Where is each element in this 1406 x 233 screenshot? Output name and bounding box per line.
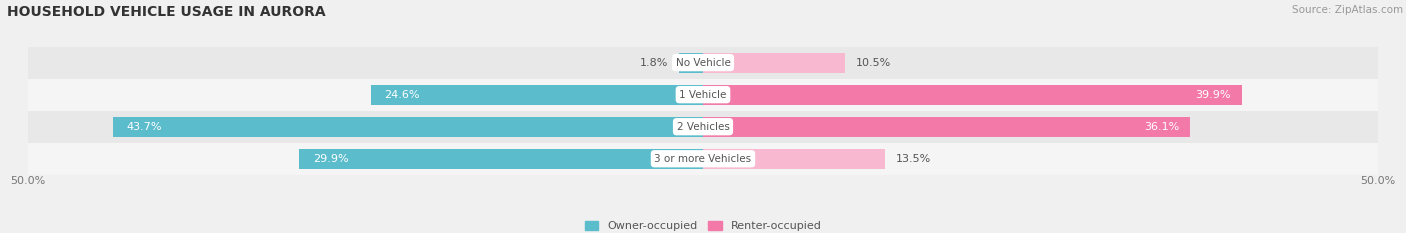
Text: 3 or more Vehicles: 3 or more Vehicles [654,154,752,164]
Text: 29.9%: 29.9% [314,154,349,164]
Text: 2 Vehicles: 2 Vehicles [676,122,730,132]
Bar [28,47,1378,79]
Bar [703,85,1241,105]
Bar [28,111,1378,143]
Legend: Owner-occupied, Renter-occupied: Owner-occupied, Renter-occupied [581,217,825,233]
Text: Source: ZipAtlas.com: Source: ZipAtlas.com [1292,5,1403,15]
Bar [28,79,1378,111]
Text: 10.5%: 10.5% [855,58,891,68]
Text: 1 Vehicle: 1 Vehicle [679,90,727,100]
Bar [112,117,703,137]
Text: HOUSEHOLD VEHICLE USAGE IN AURORA: HOUSEHOLD VEHICLE USAGE IN AURORA [7,5,326,19]
Text: No Vehicle: No Vehicle [675,58,731,68]
Bar [299,149,703,169]
Text: 1.8%: 1.8% [640,58,668,68]
Bar [703,117,1191,137]
Text: 13.5%: 13.5% [896,154,931,164]
Bar [28,143,1378,175]
Bar [679,53,703,72]
Text: 36.1%: 36.1% [1144,122,1180,132]
Text: 43.7%: 43.7% [127,122,162,132]
Text: 39.9%: 39.9% [1195,90,1230,100]
Bar [703,149,886,169]
Bar [703,53,845,72]
Text: 24.6%: 24.6% [384,90,420,100]
Bar [371,85,703,105]
